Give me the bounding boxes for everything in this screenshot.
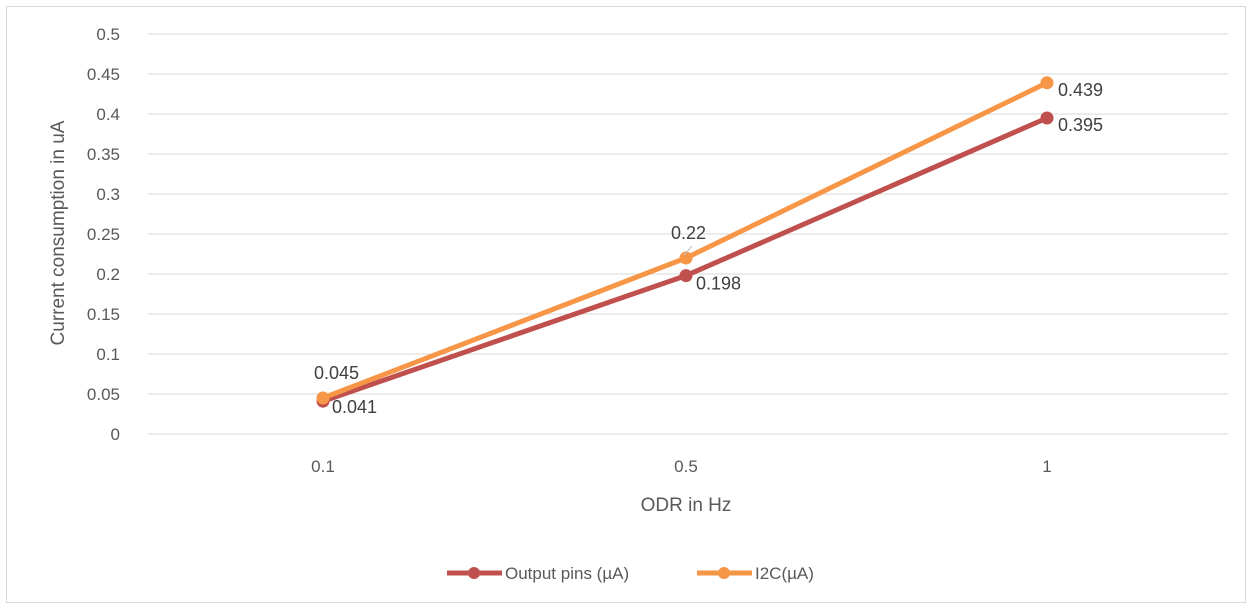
x-tick-label: 1 [1042,457,1051,476]
data-point [316,391,330,405]
y-tick-label: 0.45 [87,65,120,84]
data-point [679,251,693,265]
data-label: 0.22 [671,223,706,243]
y-tick-label: 0.2 [96,265,120,284]
data-label: 0.045 [314,363,359,383]
legend-item-output-pins: Output pins (µA) [447,564,629,583]
data-label: 0.198 [696,274,741,294]
y-tick-label: 0.15 [87,305,120,324]
label-leader-line [683,245,693,256]
x-axis-ticks: 0.1 0.5 1 [311,457,1052,476]
x-tick-label: 0.1 [311,457,335,476]
y-tick-label: 0.3 [96,185,120,204]
data-labels: 0.041 0.198 0.395 0.045 0.22 0.439 [314,80,1103,417]
y-tick-label: 0.35 [87,145,120,164]
legend-item-i2c: I2C(µA) [697,564,814,583]
data-label: 0.439 [1058,80,1103,100]
x-tick-label: 0.5 [674,457,698,476]
legend-marker-output-pins [468,567,480,579]
y-tick-label: 0.05 [87,385,120,404]
y-tick-label: 0.4 [96,105,120,124]
y-tick-label: 0 [111,425,120,444]
y-axis-ticks: 0 0.05 0.1 0.15 0.2 0.25 0.3 0.35 0.4 0.45 0.5 [87,25,120,444]
x-axis-title: ODR in Hz [641,495,732,516]
chart-frame [6,6,1246,603]
data-point [1040,76,1054,90]
legend-label-output-pins: Output pins (µA) [505,564,629,583]
y-axis-title: Current consumption in uA [48,120,69,345]
data-point [1040,111,1054,125]
data-label: 0.041 [332,397,377,417]
y-tick-label: 0.1 [96,345,120,364]
legend: Output pins (µA) I2C(µA) [447,564,814,583]
y-tick-label: 0.25 [87,225,120,244]
legend-marker-i2c [718,567,730,579]
data-label: 0.395 [1058,115,1103,135]
series-lines [316,76,1054,408]
data-point [679,269,693,283]
y-tick-label: 0.5 [96,25,120,44]
legend-label-i2c: I2C(µA) [755,564,814,583]
